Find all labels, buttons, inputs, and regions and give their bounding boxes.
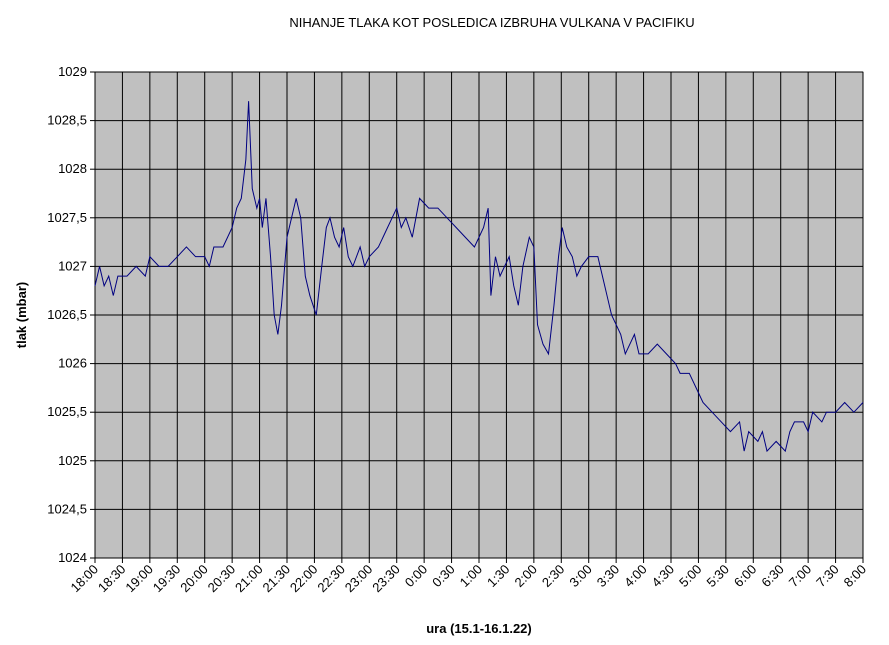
y-tick-label: 1024,5 xyxy=(47,501,87,516)
x-tick-label: 7:30 xyxy=(813,562,842,591)
x-tick-label: 3:30 xyxy=(594,562,623,591)
x-tick-label: 4:00 xyxy=(621,562,650,591)
x-tick-label: 23:00 xyxy=(342,562,376,596)
y-tick-label: 1029 xyxy=(58,64,87,79)
y-tick-label: 1025,5 xyxy=(47,404,87,419)
x-tick-label: 19:30 xyxy=(150,562,184,596)
chart-title: NIHANJE TLAKA KOT POSLEDICA IZBRUHA VULK… xyxy=(289,15,694,30)
x-tick-label: 5:30 xyxy=(703,562,732,591)
x-tick-label: 1:30 xyxy=(484,562,513,591)
x-tick-label: 0:30 xyxy=(429,562,458,591)
y-tick-label: 1026,5 xyxy=(47,307,87,322)
x-tick-label: 19:00 xyxy=(122,562,156,596)
x-tick-label: 20:00 xyxy=(177,562,211,596)
y-tick-label: 1024 xyxy=(58,550,87,565)
x-tick-label: 23:30 xyxy=(369,562,403,596)
x-tick-label: 22:30 xyxy=(314,562,348,596)
x-tick-label: 18:30 xyxy=(95,562,129,596)
x-tick-label: 5:00 xyxy=(676,562,705,591)
x-tick-label: 18:00 xyxy=(68,562,102,596)
x-tick-label: 21:30 xyxy=(260,562,294,596)
x-tick-label: 0:00 xyxy=(402,562,431,591)
x-tick-label: 7:00 xyxy=(786,562,815,591)
y-tick-label: 1025 xyxy=(58,453,87,468)
y-tick-label: 1027,5 xyxy=(47,210,87,225)
x-tick-label: 6:00 xyxy=(731,562,760,591)
x-tick-label: 2:30 xyxy=(539,562,568,591)
x-tick-label: 2:00 xyxy=(511,562,540,591)
y-axis-label: tlak (mbar) xyxy=(14,282,29,348)
y-tick-label: 1026 xyxy=(58,356,87,371)
x-tick-label: 6:30 xyxy=(758,562,787,591)
y-tick-label: 1028 xyxy=(58,161,87,176)
data-line xyxy=(94,101,864,453)
x-tick-label: 21:00 xyxy=(232,562,266,596)
y-tick-label: 1028,5 xyxy=(47,113,87,128)
x-tick-label: 1:00 xyxy=(457,562,486,591)
x-tick-label: 4:30 xyxy=(649,562,678,591)
x-tick-label: 3:00 xyxy=(566,562,595,591)
x-tick-label: 8:00 xyxy=(841,562,870,591)
x-axis-label: ura (15.1-16.1.22) xyxy=(426,621,532,636)
x-tick-label: 22:00 xyxy=(287,562,321,596)
x-tick-label: 20:30 xyxy=(205,562,239,596)
y-tick-label: 1027 xyxy=(58,258,87,273)
